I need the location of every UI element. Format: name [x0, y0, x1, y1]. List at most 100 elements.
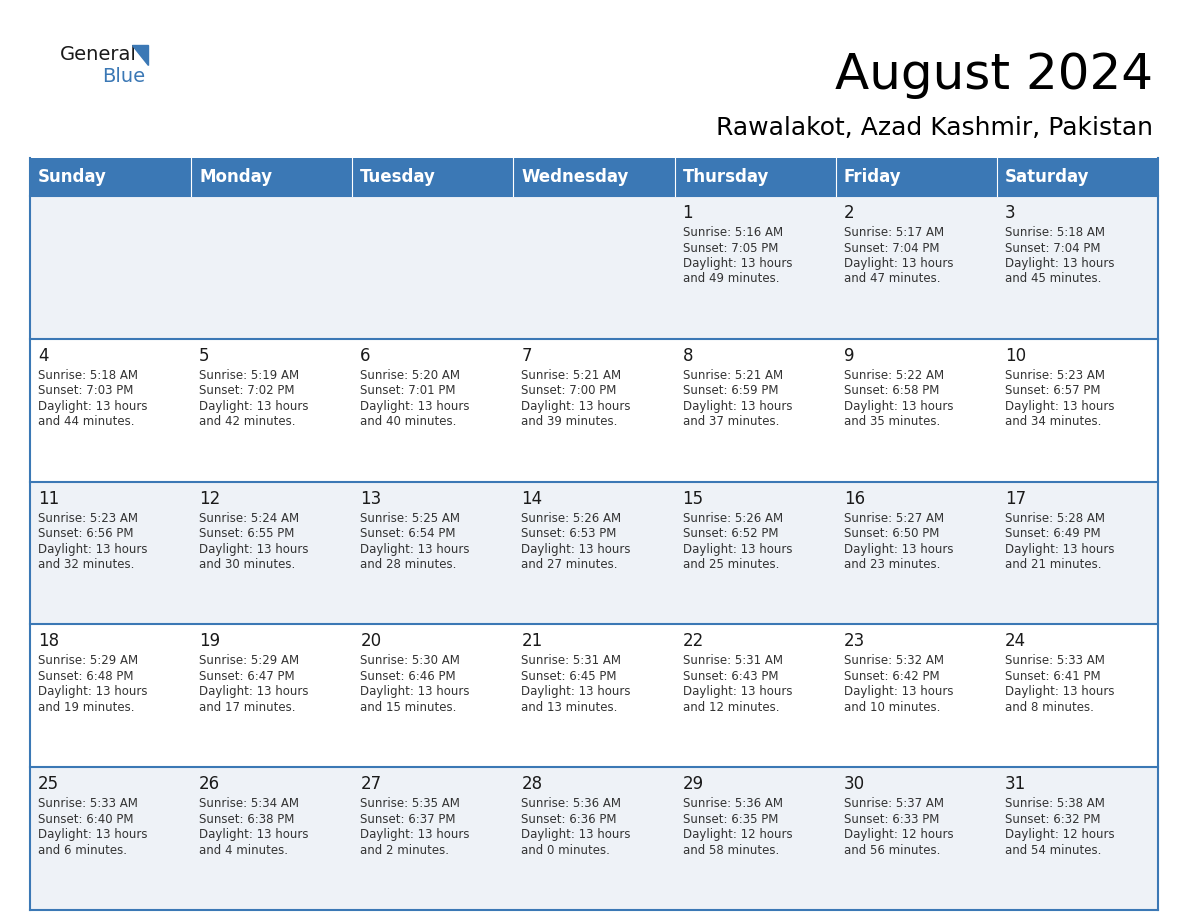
Text: 21: 21: [522, 633, 543, 650]
Bar: [353, 158, 513, 196]
Text: Sunset: 6:50 PM: Sunset: 6:50 PM: [843, 527, 939, 540]
Text: and 44 minutes.: and 44 minutes.: [38, 415, 134, 429]
Text: Daylight: 13 hours: Daylight: 13 hours: [360, 543, 469, 555]
Text: Daylight: 13 hours: Daylight: 13 hours: [360, 686, 469, 699]
Text: Sunrise: 5:24 AM: Sunrise: 5:24 AM: [200, 511, 299, 524]
Text: Wednesday: Wednesday: [522, 168, 628, 186]
Text: Daylight: 13 hours: Daylight: 13 hours: [843, 543, 953, 555]
Text: Daylight: 13 hours: Daylight: 13 hours: [360, 828, 469, 841]
Text: and 13 minutes.: and 13 minutes.: [522, 701, 618, 714]
Text: and 39 minutes.: and 39 minutes.: [522, 415, 618, 429]
Text: Sunrise: 5:23 AM: Sunrise: 5:23 AM: [38, 511, 138, 524]
Text: and 45 minutes.: and 45 minutes.: [1005, 273, 1101, 285]
Text: Sunrise: 5:32 AM: Sunrise: 5:32 AM: [843, 655, 943, 667]
Text: Sunset: 7:00 PM: Sunset: 7:00 PM: [522, 385, 617, 397]
Text: Sunset: 6:45 PM: Sunset: 6:45 PM: [522, 670, 617, 683]
Text: Daylight: 13 hours: Daylight: 13 hours: [683, 686, 792, 699]
Text: August 2024: August 2024: [835, 51, 1154, 99]
Text: Sunset: 6:42 PM: Sunset: 6:42 PM: [843, 670, 940, 683]
Text: Daylight: 13 hours: Daylight: 13 hours: [38, 828, 147, 841]
Text: Sunset: 6:32 PM: Sunset: 6:32 PM: [1005, 812, 1100, 825]
Text: Sunrise: 5:37 AM: Sunrise: 5:37 AM: [843, 797, 943, 811]
Text: Sunset: 6:54 PM: Sunset: 6:54 PM: [360, 527, 456, 540]
Text: and 37 minutes.: and 37 minutes.: [683, 415, 779, 429]
Text: General: General: [61, 46, 137, 64]
Text: Sunset: 6:49 PM: Sunset: 6:49 PM: [1005, 527, 1100, 540]
Text: Sunrise: 5:36 AM: Sunrise: 5:36 AM: [522, 797, 621, 811]
Text: Sunrise: 5:31 AM: Sunrise: 5:31 AM: [683, 655, 783, 667]
Text: Daylight: 13 hours: Daylight: 13 hours: [522, 543, 631, 555]
Text: Daylight: 13 hours: Daylight: 13 hours: [38, 543, 147, 555]
Text: 12: 12: [200, 489, 221, 508]
Text: and 49 minutes.: and 49 minutes.: [683, 273, 779, 285]
Text: Daylight: 13 hours: Daylight: 13 hours: [843, 400, 953, 413]
Text: Monday: Monday: [200, 168, 272, 186]
Text: and 25 minutes.: and 25 minutes.: [683, 558, 779, 571]
Text: and 42 minutes.: and 42 minutes.: [200, 415, 296, 429]
Text: Sunrise: 5:29 AM: Sunrise: 5:29 AM: [38, 655, 138, 667]
Text: 7: 7: [522, 347, 532, 364]
Text: Sunset: 6:55 PM: Sunset: 6:55 PM: [200, 527, 295, 540]
Text: Friday: Friday: [843, 168, 902, 186]
Polygon shape: [132, 45, 148, 65]
Text: Sunset: 6:35 PM: Sunset: 6:35 PM: [683, 812, 778, 825]
Text: and 17 minutes.: and 17 minutes.: [200, 701, 296, 714]
Bar: [513, 158, 675, 196]
Bar: [191, 158, 353, 196]
Text: Daylight: 13 hours: Daylight: 13 hours: [360, 400, 469, 413]
Text: Sunset: 6:59 PM: Sunset: 6:59 PM: [683, 385, 778, 397]
Text: Daylight: 13 hours: Daylight: 13 hours: [843, 686, 953, 699]
Text: 31: 31: [1005, 775, 1026, 793]
Bar: [30, 196, 1158, 339]
Text: 11: 11: [38, 489, 59, 508]
Text: 20: 20: [360, 633, 381, 650]
Text: and 47 minutes.: and 47 minutes.: [843, 273, 940, 285]
Text: Daylight: 13 hours: Daylight: 13 hours: [683, 543, 792, 555]
Text: Sunset: 6:47 PM: Sunset: 6:47 PM: [200, 670, 295, 683]
Text: 15: 15: [683, 489, 703, 508]
Text: and 32 minutes.: and 32 minutes.: [38, 558, 134, 571]
Text: Daylight: 13 hours: Daylight: 13 hours: [522, 828, 631, 841]
Text: Daylight: 13 hours: Daylight: 13 hours: [200, 686, 309, 699]
Bar: [997, 158, 1158, 196]
Text: Sunset: 6:52 PM: Sunset: 6:52 PM: [683, 527, 778, 540]
Text: Sunset: 7:05 PM: Sunset: 7:05 PM: [683, 241, 778, 254]
Text: Sunrise: 5:33 AM: Sunrise: 5:33 AM: [1005, 655, 1105, 667]
Text: and 35 minutes.: and 35 minutes.: [843, 415, 940, 429]
Text: and 58 minutes.: and 58 minutes.: [683, 844, 779, 856]
Text: Daylight: 13 hours: Daylight: 13 hours: [522, 400, 631, 413]
Text: 8: 8: [683, 347, 693, 364]
Text: 25: 25: [38, 775, 59, 793]
Text: 3: 3: [1005, 204, 1016, 222]
Text: Sunrise: 5:23 AM: Sunrise: 5:23 AM: [1005, 369, 1105, 382]
Text: 5: 5: [200, 347, 209, 364]
Text: Daylight: 13 hours: Daylight: 13 hours: [38, 686, 147, 699]
Text: and 0 minutes.: and 0 minutes.: [522, 844, 611, 856]
Text: 1: 1: [683, 204, 693, 222]
Text: 23: 23: [843, 633, 865, 650]
Text: Daylight: 13 hours: Daylight: 13 hours: [1005, 400, 1114, 413]
Text: and 12 minutes.: and 12 minutes.: [683, 701, 779, 714]
Text: Sunrise: 5:30 AM: Sunrise: 5:30 AM: [360, 655, 460, 667]
Text: Sunrise: 5:21 AM: Sunrise: 5:21 AM: [522, 369, 621, 382]
Bar: [30, 482, 1158, 624]
Bar: [835, 158, 997, 196]
Text: Sunset: 6:46 PM: Sunset: 6:46 PM: [360, 670, 456, 683]
Text: 4: 4: [38, 347, 49, 364]
Text: 17: 17: [1005, 489, 1026, 508]
Bar: [675, 158, 835, 196]
Text: Sunrise: 5:20 AM: Sunrise: 5:20 AM: [360, 369, 460, 382]
Text: 22: 22: [683, 633, 703, 650]
Text: 2: 2: [843, 204, 854, 222]
Text: Sunset: 6:38 PM: Sunset: 6:38 PM: [200, 812, 295, 825]
Text: Daylight: 13 hours: Daylight: 13 hours: [683, 400, 792, 413]
Text: Sunset: 6:33 PM: Sunset: 6:33 PM: [843, 812, 939, 825]
Text: 13: 13: [360, 489, 381, 508]
Text: Daylight: 13 hours: Daylight: 13 hours: [38, 400, 147, 413]
Text: Sunrise: 5:34 AM: Sunrise: 5:34 AM: [200, 797, 299, 811]
Text: Sunrise: 5:27 AM: Sunrise: 5:27 AM: [843, 511, 943, 524]
Text: Sunrise: 5:26 AM: Sunrise: 5:26 AM: [683, 511, 783, 524]
Text: 29: 29: [683, 775, 703, 793]
Text: Sunrise: 5:26 AM: Sunrise: 5:26 AM: [522, 511, 621, 524]
Text: and 4 minutes.: and 4 minutes.: [200, 844, 289, 856]
